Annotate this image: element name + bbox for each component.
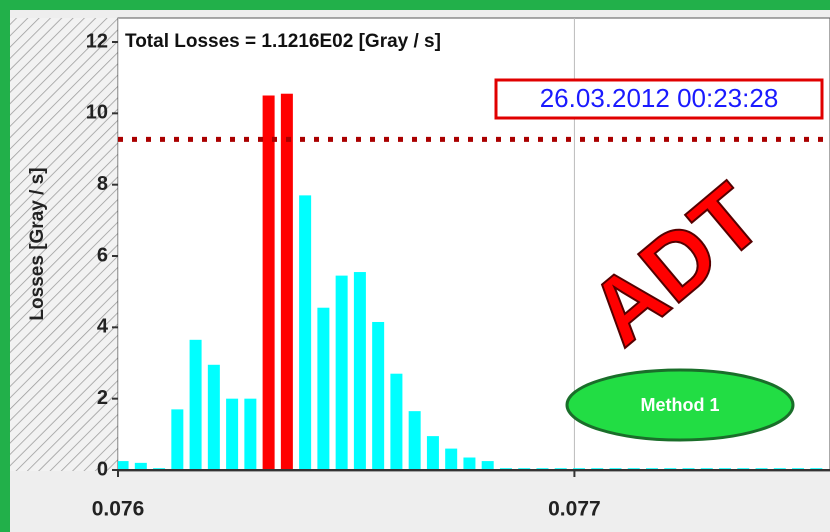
bar bbox=[481, 461, 494, 470]
bar bbox=[189, 339, 202, 470]
bar bbox=[244, 398, 257, 470]
bar bbox=[299, 195, 312, 470]
x-tick-label: 0.076 bbox=[92, 498, 145, 521]
bar bbox=[171, 409, 184, 470]
method-label: Method 1 bbox=[641, 395, 720, 415]
bar bbox=[317, 307, 330, 470]
timestamp-box bbox=[494, 78, 824, 120]
bar bbox=[262, 95, 275, 470]
y-tick-label: 2 bbox=[97, 387, 108, 409]
y-tick-label: 0 bbox=[97, 458, 108, 480]
y-tick-label: 10 bbox=[86, 102, 108, 124]
y-tick-label: 6 bbox=[97, 244, 108, 266]
bar bbox=[353, 272, 366, 470]
timestamp: 26.03.2012 00:23:28 bbox=[540, 83, 779, 113]
bar bbox=[390, 373, 403, 470]
bar bbox=[463, 457, 476, 470]
bar bbox=[226, 398, 239, 470]
bar bbox=[445, 448, 458, 470]
hatch-area bbox=[10, 18, 118, 471]
method-badge bbox=[565, 368, 795, 442]
bar bbox=[408, 411, 421, 470]
bar bbox=[118, 461, 129, 470]
y-axis-label: Losses [Gray / s] bbox=[27, 167, 48, 320]
chart-title: Total Losses = 1.1216E02 [Gray / s] bbox=[125, 31, 441, 52]
y-tick-label: 8 bbox=[97, 173, 108, 195]
bar bbox=[280, 93, 293, 470]
bar bbox=[426, 436, 439, 470]
bar bbox=[372, 321, 385, 470]
bar bbox=[335, 275, 348, 470]
x-tick-label: 0.077 bbox=[548, 498, 601, 521]
bar bbox=[207, 364, 220, 470]
bar bbox=[134, 462, 147, 470]
y-tick-label: 4 bbox=[97, 316, 109, 338]
y-tick-label: 12 bbox=[86, 30, 108, 52]
